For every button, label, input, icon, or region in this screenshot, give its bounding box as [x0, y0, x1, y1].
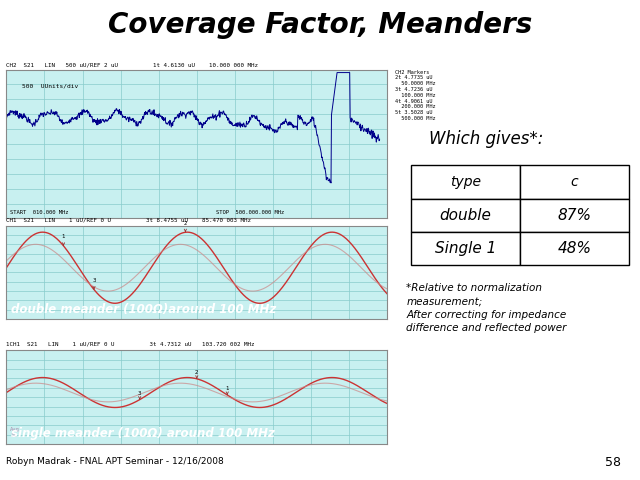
Text: single meander (100Ω) around 100 MHz: single meander (100Ω) around 100 MHz	[11, 427, 275, 441]
Text: 48%: 48%	[557, 240, 591, 256]
Text: c: c	[571, 175, 579, 189]
Text: 3: 3	[92, 278, 96, 289]
Text: 1CH1  S21   LIN    1 uU/REF 0 U          3t 4.7312 uU   103.720 002 MHz: 1CH1 S21 LIN 1 uU/REF 0 U 3t 4.7312 uU 1…	[6, 342, 255, 347]
Text: Robyn Madrak - FNAL APT Seminar - 12/16/2008: Robyn Madrak - FNAL APT Seminar - 12/16/…	[6, 457, 224, 467]
Bar	[411, 199, 520, 232]
Text: double: double	[440, 207, 492, 223]
Text: Coverage Factor, Meanders: Coverage Factor, Meanders	[108, 11, 532, 39]
Text: START  010.000 MHz: START 010.000 MHz	[10, 210, 68, 215]
Text: 2: 2	[184, 221, 187, 231]
Text: *Relative to normalization
measurement;
After correcting for impedance
differenc: *Relative to normalization measurement; …	[406, 283, 567, 333]
Bar	[411, 232, 520, 265]
Bar	[520, 232, 629, 265]
Text: Single 1: Single 1	[435, 240, 496, 256]
Bar	[520, 199, 629, 232]
Text: Avg
16: Avg 16	[10, 427, 20, 437]
Bar	[411, 166, 520, 199]
Text: 58: 58	[605, 456, 621, 468]
Text: 1: 1	[225, 386, 229, 394]
Text: type: type	[450, 175, 481, 189]
Text: 500  UUnits/div: 500 UUnits/div	[22, 84, 78, 88]
Text: STOP  500.000.000 MHz: STOP 500.000.000 MHz	[216, 210, 284, 215]
Text: 2: 2	[195, 370, 198, 378]
Text: CH2 Markers
2t 4.7735 uU
  50.0000 MHz
3t 4.7236 uU
  100.000 MHz
4t 4.9061 uU
 : CH2 Markers 2t 4.7735 uU 50.0000 MHz 3t …	[395, 70, 435, 121]
Text: 3: 3	[138, 391, 141, 399]
Text: 87%: 87%	[557, 207, 591, 223]
Text: Which gives*:: Which gives*:	[429, 130, 544, 148]
Text: CH2  S21   LIN   500 uU/REF 2 uU          1t 4.6130 uU    10.000 000 MHz: CH2 S21 LIN 500 uU/REF 2 uU 1t 4.6130 uU…	[6, 62, 259, 67]
Text: 1: 1	[62, 234, 65, 245]
Bar	[520, 166, 629, 199]
Text: single meander signal to 500 MHz: single meander signal to 500 MHz	[10, 53, 236, 66]
Text: double meander (100Ω)around 100 MHz: double meander (100Ω)around 100 MHz	[11, 302, 276, 316]
Text: CH1  S21   LIN    1 uU/REF 0 U          3t 8.4755 uU    85.470 003 MHz: CH1 S21 LIN 1 uU/REF 0 U 3t 8.4755 uU 85…	[6, 217, 252, 222]
